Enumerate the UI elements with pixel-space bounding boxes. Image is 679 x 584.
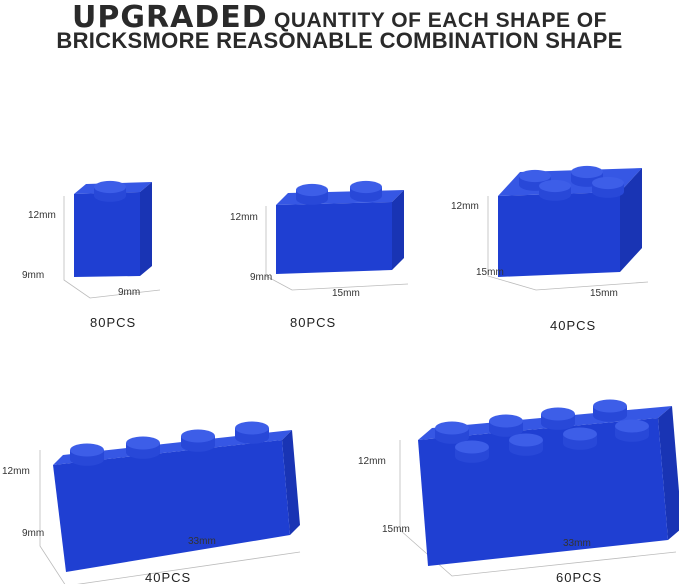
brick-4-depth: 9mm (22, 528, 45, 539)
brick-4-stud-3-top (181, 429, 215, 443)
brick-2-stud-2-top (350, 180, 382, 194)
brick-4-height: 12mm (2, 466, 30, 477)
brick-5-stud-7-top (563, 427, 597, 441)
brick-2-dimension-guides (265, 206, 409, 291)
brick-5-stud-1-top (435, 421, 469, 435)
brick-4-length: 33mm (188, 536, 216, 547)
brick-1-quantity: 80PCS (90, 315, 137, 330)
brick-5-stud-6-top (509, 433, 543, 447)
headline-rest: QUANTITY OF EACH SHAPE OF (273, 9, 607, 32)
brick-5-stud-3-base (541, 416, 575, 430)
brick-2-stud-2-base (350, 189, 382, 202)
brick-1-stud-1-top (94, 180, 126, 194)
brick-2-length: 15mm (332, 288, 360, 299)
brick-4-stud-3-base (181, 438, 215, 452)
brick-5-quantity: 60PCS (556, 570, 603, 584)
brick-5-dimension-guides (399, 440, 677, 577)
brick-5-height: 12mm (358, 456, 386, 467)
brick-3-side-face (620, 168, 642, 272)
brick-4-stud-4-top (235, 421, 269, 435)
brick-5-stud-2-base (489, 423, 523, 437)
brick-4-quantity: 40PCS (145, 570, 192, 584)
brick-1-depth: 9mm (22, 270, 45, 281)
brick-3-dimension-guides (487, 196, 649, 291)
brick-1-stud-1-base (94, 189, 126, 202)
brick-1-length: 9mm (118, 287, 141, 298)
brick-5-stud-5-top (455, 440, 489, 454)
brick-4-stud-4-base (235, 430, 269, 444)
brick-2-side-face (392, 190, 404, 270)
brick-4-top-face (53, 430, 292, 465)
brick-3-height: 12mm (451, 201, 479, 212)
brick-5-stud-7-base (563, 436, 597, 450)
brick-5-stud-1-base (435, 430, 469, 444)
brick-4-stud-1-top (70, 443, 104, 457)
brick-4-stud-2-base (126, 445, 160, 459)
brick-1-front-face (74, 192, 140, 277)
brick-4-stud-1-base (70, 452, 104, 466)
brick-3-quantity: 40PCS (550, 318, 597, 333)
brick-4-front-face (53, 440, 290, 572)
brick-1-dimension-guides (63, 196, 161, 299)
brick-4-stud-2-top (126, 436, 160, 450)
brick-2-stud-1-top (296, 183, 328, 197)
brick-5-stud-2-top (489, 414, 523, 428)
brick-5-depth: 15mm (382, 524, 410, 535)
brick-2-height: 12mm (230, 212, 258, 223)
brick-3-stud-2-top (571, 165, 603, 179)
headline-line-1: UPGRADED QUANTITY OF EACH SHAPE OF (0, 0, 679, 35)
brick-3-depth: 15mm (476, 267, 504, 278)
brick-2-front-face (276, 202, 392, 274)
brick-3-stud-4-base (592, 185, 624, 198)
brick-3-stud-3-top (539, 179, 571, 193)
brick-5-stud-3-top (541, 407, 575, 421)
brick-2-depth: 9mm (250, 272, 273, 283)
brick-3-front-face (498, 192, 620, 277)
brick-5-stud-6-base (509, 442, 543, 456)
brick-3-stud-3-base (539, 188, 571, 201)
brick-5-length: 33mm (563, 538, 591, 549)
brick-5-stud-4-top (593, 399, 627, 413)
brick-3-stud-4-top (592, 176, 624, 190)
brick-2-quantity: 80PCS (290, 315, 337, 330)
brick-4-dimension-guides (39, 450, 301, 584)
brick-1-height: 12mm (28, 210, 56, 221)
brick-3-length: 15mm (590, 288, 618, 299)
brick-1-side-face (140, 182, 152, 276)
brick-5-stud-8-base (615, 428, 649, 442)
brick-3-stud-1-top (519, 169, 551, 183)
brick-5-stud-5-base (455, 449, 489, 463)
headline-line-2: BRICKSMORE REASONABLE COMBINATION SHAPE (56, 28, 623, 53)
upgraded-highlight: UPGRADED (72, 0, 268, 35)
brick-4-side-face (282, 430, 300, 535)
brick-2-stud-1-base (296, 192, 328, 205)
brick-5-stud-4-base (593, 408, 627, 422)
brick-5-stud-8-top (615, 419, 649, 433)
brick-5-side-face (658, 406, 679, 540)
